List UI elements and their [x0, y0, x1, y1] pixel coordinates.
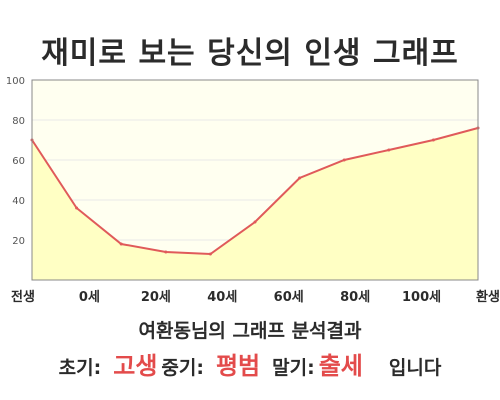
y-tick-label: 60	[12, 156, 25, 167]
x-tick-label: 60세	[274, 290, 304, 305]
data-point	[164, 250, 168, 254]
mid-value: 평범	[215, 352, 261, 380]
x-tick-label: 80세	[340, 290, 370, 305]
late-value: 출세	[318, 352, 363, 380]
late-label: 말기:	[272, 357, 315, 379]
x-tick-label: 40세	[207, 290, 237, 305]
y-tick-label: 20	[12, 236, 25, 247]
analysis-result: 초기: 고생 중기: 평범 말기: 출세 입니다	[0, 346, 500, 381]
data-point	[75, 206, 79, 210]
x-tick-label: 100세	[402, 290, 441, 305]
page-title: 재미로 보는 당신의 인생 그래프	[41, 36, 459, 71]
early-label: 초기:	[58, 357, 102, 379]
mid-label: 중기:	[161, 357, 204, 379]
data-point	[298, 176, 302, 180]
analysis-title: 여환동님의 그래프 분석결과	[138, 320, 362, 342]
result-suffix: 입니다	[388, 357, 442, 379]
life-curve-area	[32, 128, 478, 280]
data-points	[30, 126, 480, 256]
data-point	[431, 138, 435, 142]
early-value: 고생	[113, 352, 158, 380]
data-point	[208, 252, 212, 256]
y-tick-label: 40	[12, 196, 25, 207]
x-tick-label: 20세	[141, 290, 171, 305]
plot-border	[31, 79, 479, 281]
data-point	[342, 158, 346, 162]
y-axis-ticks: 20 40 60 80 100	[6, 76, 25, 247]
y-tick-label: 80	[12, 116, 25, 127]
data-point	[387, 148, 391, 152]
x-axis-ticks: 전생 0세 20세 40세 60세 80세 100세 환생	[11, 289, 500, 305]
x-tick-label: 0세	[79, 290, 100, 305]
data-point	[253, 220, 257, 224]
x-tick-label: 환생	[476, 289, 500, 305]
y-tick-label: 100	[6, 76, 25, 87]
data-point	[119, 242, 123, 246]
x-tick-label: 전생	[11, 289, 35, 305]
